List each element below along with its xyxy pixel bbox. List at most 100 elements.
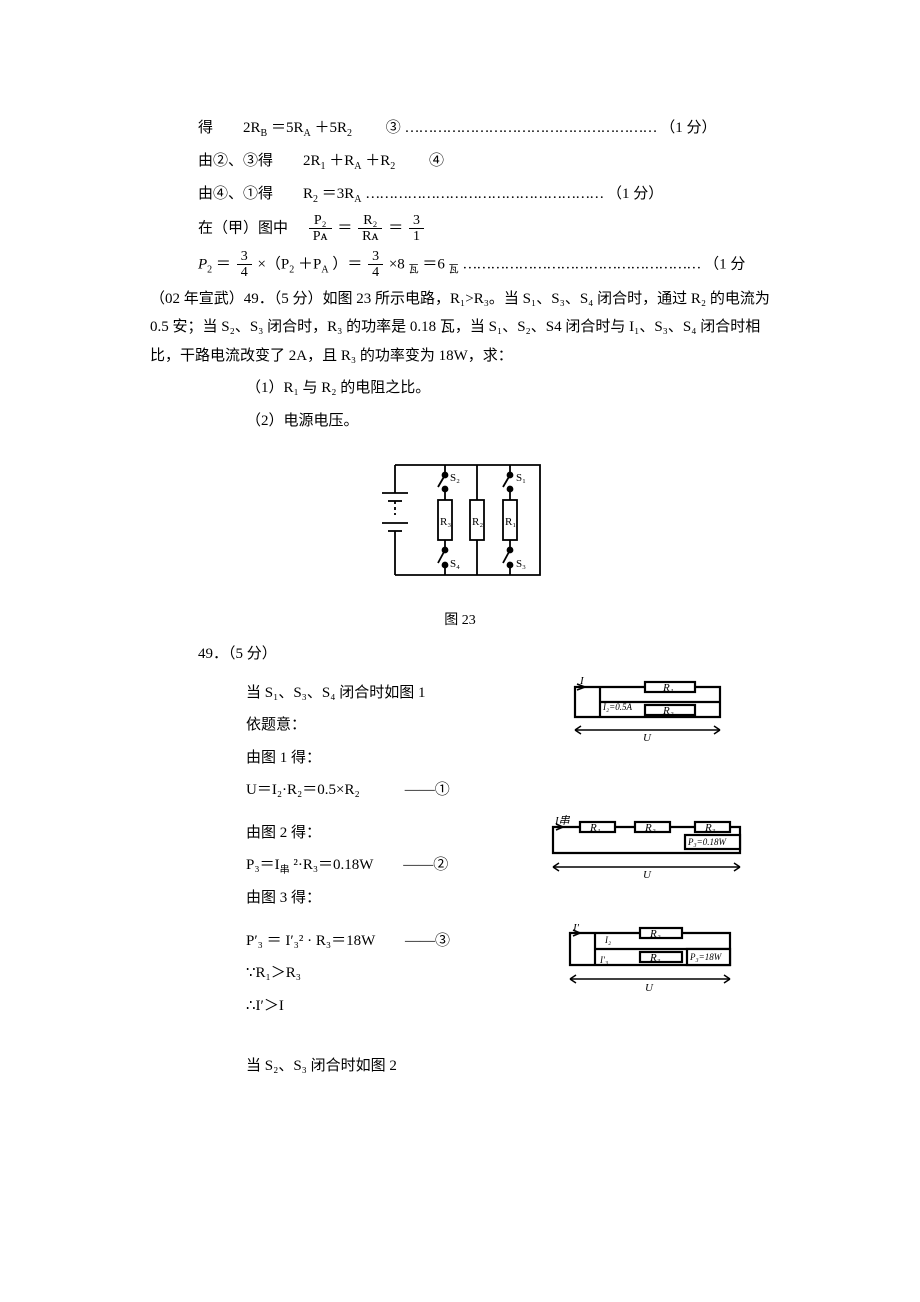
- label-p3: P₃=0.18W: [687, 837, 727, 847]
- label-u: U: [645, 982, 654, 994]
- text: P₃＝I: [246, 857, 280, 873]
- sub-2: 2: [313, 194, 318, 205]
- label-r3: R₃: [704, 822, 716, 834]
- text: ④: [399, 153, 444, 169]
- text: 在（甲）图中: [198, 220, 303, 236]
- sub-a: A: [321, 264, 328, 275]
- sub-wa: 瓦: [409, 264, 419, 275]
- label-u: U: [643, 732, 652, 744]
- frac-num: 3: [409, 213, 424, 229]
- text: ×8: [389, 256, 409, 272]
- line-5: P2 ＝ 3 4 ×（P2 ＋PA ）＝ 3 4 ×8 瓦 ＝6 瓦 ………………: [150, 249, 770, 281]
- label-s3: S₃: [516, 558, 526, 570]
- text: ＝5R: [271, 120, 304, 136]
- sub-chuan: 串: [280, 865, 290, 876]
- score: （1 分: [704, 256, 745, 272]
- label-r1: R₁: [589, 822, 601, 834]
- sol-l13: U＝I₂·R₂＝0.5×R₂ ——①: [150, 776, 520, 805]
- frac-den: 1: [409, 229, 424, 244]
- figure-23-caption: 图 23: [150, 608, 770, 635]
- label-r2: R₂: [472, 516, 483, 528]
- sol-l16: 由图 3 得：: [150, 884, 520, 913]
- row-fig2: 由图 2 得： P₃＝I串 ²·R₃＝0.18W ——② 由图 3 得： I串 …: [150, 815, 770, 917]
- dots: ……………………………………………: [462, 256, 700, 272]
- text: 得 2R: [198, 120, 261, 136]
- frac-3-4b: 3 4: [368, 249, 383, 281]
- sol-l18: ∵R₁＞R₃: [150, 959, 520, 988]
- row-fig1: 当 S₁、S₃、S₄ 闭合时如图 1 依题意： 由图 1 得： U＝I₂·R₂＝…: [150, 675, 770, 809]
- label-r1: R₁: [662, 682, 674, 694]
- diagram-2-svg: I串 R₁ R₂ R₃ P₃=0.18W U: [535, 815, 755, 885]
- sub-a: A: [354, 194, 361, 205]
- text: 由④、①得 R: [198, 186, 313, 202]
- sub-wa: 瓦: [449, 264, 459, 275]
- line-2: 由②、③得 2R1 ＋RA ＋R2 ④: [150, 147, 770, 176]
- label-s4: S₄: [450, 558, 460, 570]
- sol-l14: 由图 2 得：: [150, 819, 520, 848]
- label-i: I: [579, 675, 585, 687]
- label-ic: I串: [554, 815, 571, 827]
- label-i2: I₂=0.5A: [602, 702, 632, 712]
- line-1: 得 2RB ＝5RA ＋5R2 ③ ……………………………………………… （1 …: [150, 114, 770, 143]
- line-3: 由④、①得 R2 ＝3RA …………………………………………… （1 分）: [150, 180, 770, 209]
- dots: ……………………………………………: [365, 186, 603, 202]
- frac-num: 3: [237, 249, 252, 265]
- figure-23: S₂ S₁ R₃ R₂ R₁ S₄ S₃ 图 23: [150, 445, 770, 634]
- text: ＝6: [422, 256, 448, 272]
- sub-2: 2: [289, 264, 294, 275]
- frac-3-1: 3 1: [409, 213, 424, 245]
- label-r2: R₂: [662, 705, 674, 717]
- frac-p2-pa: P₂ Pᴀ: [309, 213, 332, 245]
- frac-den: Pᴀ: [309, 229, 332, 244]
- dots: ………………………………………………: [404, 120, 656, 136]
- label-i3p: I′₃: [599, 955, 608, 965]
- sol-l11: 依题意：: [150, 711, 520, 740]
- label-r1: R₁: [505, 516, 516, 528]
- frac-den: 4: [237, 265, 252, 280]
- frac-r2-ra: R₂ Rᴀ: [358, 213, 382, 245]
- sol-l17: P′₃ ＝ I′₃² · R₃＝18W ——③: [150, 927, 520, 956]
- score: （1 分）: [607, 186, 663, 202]
- text: ＝: [216, 256, 231, 272]
- text: ＋R: [329, 153, 354, 169]
- label-i2: I₂: [604, 935, 611, 945]
- frac-num: R₂: [358, 213, 382, 229]
- label-u: U: [643, 869, 652, 881]
- problem-49: （02 年宣武）49．（5 分）如图 23 所示电路，R₁>R₃。当 S₁、S₃…: [150, 285, 770, 371]
- text: P′₃ ＝ I′₃² · R₃＝18W ——③: [246, 933, 450, 949]
- sol-l19: ∴I′＞I: [150, 992, 520, 1021]
- label-p3: P₃=18W: [689, 952, 723, 962]
- text: P: [198, 256, 207, 272]
- sub-2: 2: [347, 128, 352, 139]
- text: ）＝: [332, 256, 362, 272]
- frac-num: 3: [368, 249, 383, 265]
- diagram-1-svg: I R₁ I₂=0.5A R₂ U: [545, 675, 745, 745]
- frac-3-4: 3 4: [237, 249, 252, 281]
- label-r3: R₃: [649, 952, 661, 964]
- text: ²·R₃＝0.18W ——②: [293, 857, 448, 873]
- label-r3: R₃: [440, 516, 451, 528]
- text: ＝3R: [322, 186, 355, 202]
- sub-2: 2: [207, 264, 212, 275]
- label-r2: R₂: [649, 928, 661, 940]
- sub-q1: （1）R₁ 与 R₂ 的电阻之比。: [150, 374, 770, 403]
- score: （1 分）: [660, 120, 716, 136]
- sub-1: 1: [321, 161, 326, 172]
- frac-den: Rᴀ: [358, 229, 382, 244]
- frac-den: 4: [368, 265, 383, 280]
- sol-heading: 49．（5 分）: [150, 640, 770, 669]
- text: ③: [356, 120, 401, 136]
- label-s2: S₂: [450, 472, 460, 484]
- label-r2: R₂: [644, 822, 656, 834]
- frac-num: P₂: [309, 213, 332, 229]
- sol-l15: P₃＝I串 ²·R₃＝0.18W ——②: [150, 851, 520, 880]
- diagram-3-svg: I′ I₂ R₂ I′₃ R₃ P₃=18W U: [545, 923, 745, 998]
- sub-a: A: [303, 128, 310, 139]
- sol-l12: 由图 1 得：: [150, 744, 520, 773]
- row-fig3: P′₃ ＝ I′₃² · R₃＝18W ——③ ∵R₁＞R₃ ∴I′＞I I′ …: [150, 923, 770, 1025]
- sub-2: 2: [390, 161, 395, 172]
- text: ＋5R: [314, 120, 347, 136]
- text: ×（P: [257, 256, 289, 272]
- circuit-main-svg: S₂ S₁ R₃ R₂ R₁ S₄ S₃: [350, 445, 570, 595]
- sub-b: B: [261, 128, 268, 139]
